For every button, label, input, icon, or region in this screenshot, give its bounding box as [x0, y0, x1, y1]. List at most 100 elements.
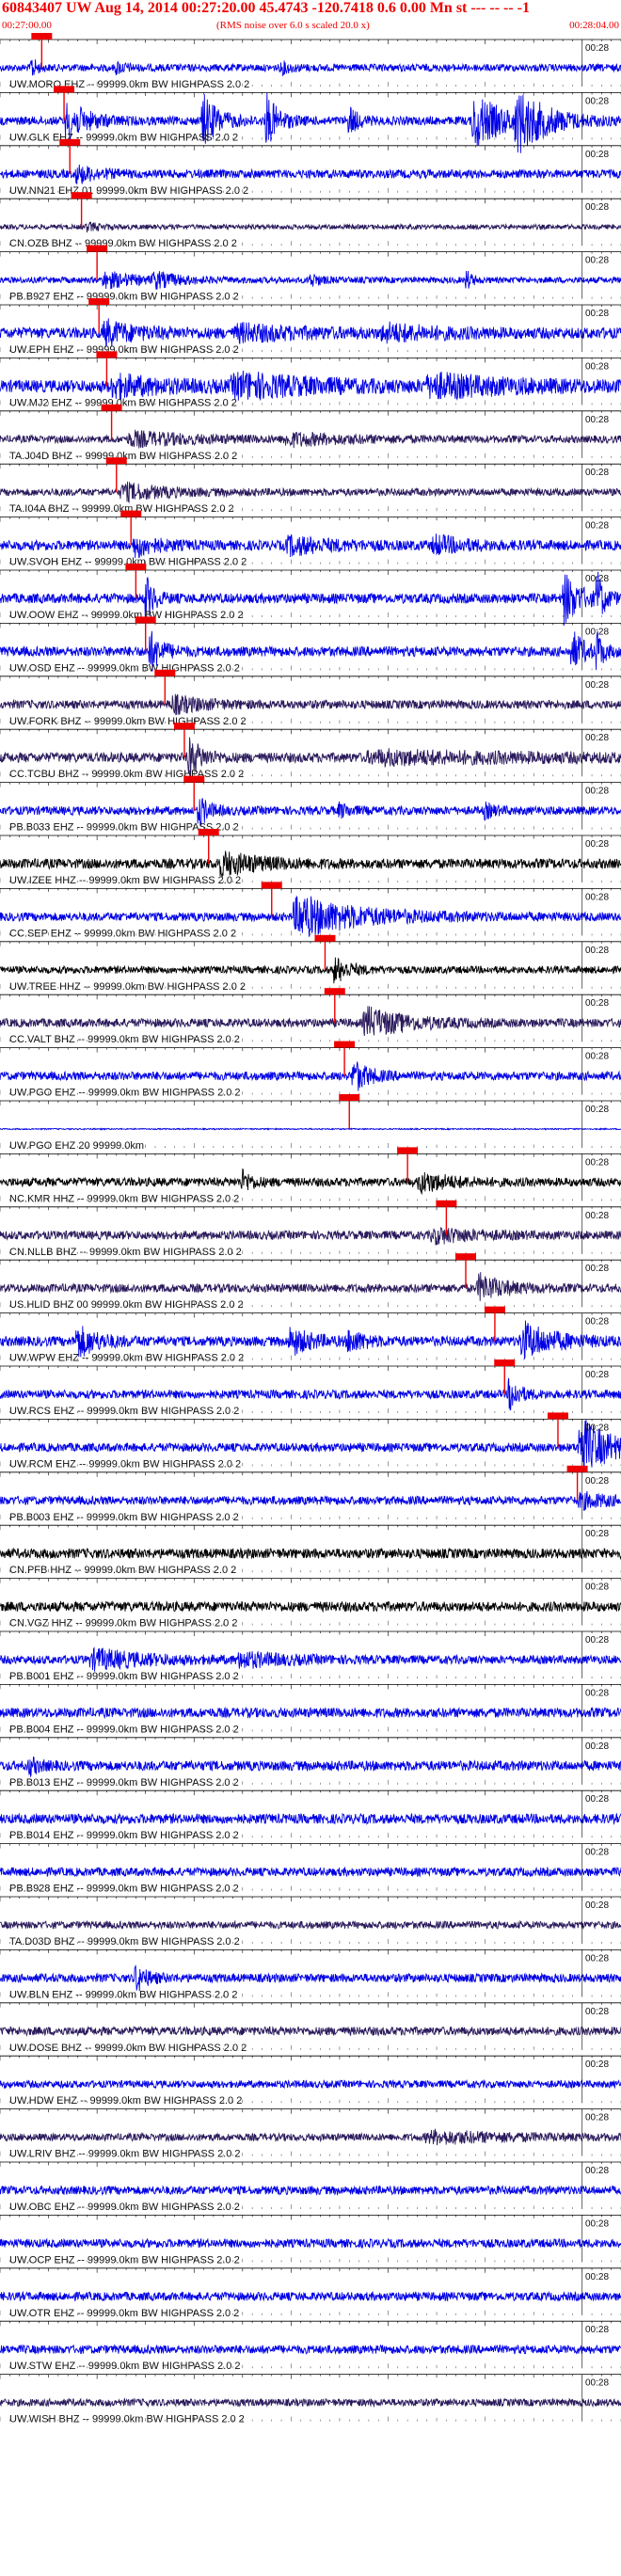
trace-label: UW.SVOH EHZ -- 99999.0km BW HIGHPASS 2.0… [9, 557, 247, 568]
pick-marker [566, 1465, 588, 1472]
time-label: 00:28 [585, 1052, 609, 1062]
trace-row: PB.B001 EHZ -- 99999.0km BW HIGHPASS 2.0… [0, 1630, 621, 1682]
waveform [0, 164, 621, 184]
pick-marker [125, 564, 147, 570]
time-label: 00:28 [585, 1370, 609, 1380]
time-label: 00:28 [585, 415, 609, 425]
waveform [0, 1812, 621, 1825]
trace-row: CC.SEP EHZ -- 99999.0km BW HIGHPASS 2.0 … [0, 882, 621, 939]
trace-label: UW.PGO EHZ -- 99999.0km BW HIGHPASS 2.0 … [9, 1088, 241, 1099]
trace-row: CN.OZB BHZ -- 99999.0km BW HIGHPASS 2.0 … [0, 192, 621, 249]
time-label: 00:28 [585, 96, 609, 106]
trace-label: UW.PGO EHZ 20 99999.0km [9, 1140, 144, 1152]
pick-marker [71, 192, 92, 199]
trace-label: UW.TREE HHZ -- 99999.0km BW HIGHPASS 2.0… [9, 981, 246, 993]
trace-label: PB.B013 EHZ -- 99999.0km BW HIGHPASS 2.0… [9, 1777, 239, 1789]
waveform [0, 1168, 621, 1195]
pick-marker [334, 1041, 356, 1048]
trace-row: PB.B004 EHZ -- 99999.0km BW HIGHPASS 2.0… [0, 1684, 621, 1735]
waveform [0, 693, 621, 716]
trace-row: UW.MJ2 EHZ -- 99999.0km BW HIGHPASS 2.0 … [0, 351, 621, 408]
trace-label: US.HLID BHZ 00 99999.0km BW HIGHPASS 2.0… [9, 1299, 244, 1311]
time-label: 00:28 [585, 1848, 609, 1858]
time-label: 00:28 [585, 892, 609, 902]
trace-row: US.HLID BHZ 00 99999.0km BW HIGHPASS 2.0… [0, 1253, 621, 1311]
pick-marker [87, 245, 108, 252]
time-label: 00:28 [585, 1582, 609, 1593]
waveform [0, 1706, 621, 1720]
pick-marker [96, 351, 118, 358]
trace-row: PB.B927 EHZ -- 99999.0km BW HIGHPASS 2.0… [0, 245, 621, 303]
pick-marker [198, 829, 219, 835]
time-label: 00:28 [585, 1741, 609, 1752]
time-label: 00:28 [585, 998, 609, 1009]
trace-label: UW.WPW EHZ -- 99999.0km BW HIGHPASS 2.0 … [9, 1353, 244, 1364]
time-label: 00:28 [585, 1317, 609, 1328]
time-label: 00:28 [585, 202, 609, 213]
time-label: 00:28 [585, 43, 609, 54]
trace-label: CC.SEP EHZ -- 99999.0km BW HIGHPASS 2.0 … [9, 928, 236, 939]
rms-note: (RMS noise over 6.0 s scaled 20.0 x) [216, 20, 370, 31]
pick-marker [135, 616, 156, 624]
trace-label: CC.VALT BHZ -- 99999.0km BW HIGHPASS 2.0… [9, 1034, 240, 1045]
waveform [0, 1377, 621, 1411]
waveform [0, 1919, 621, 1931]
waveform [0, 221, 621, 233]
waveform [0, 1061, 621, 1091]
waveform [0, 1646, 621, 1672]
trace-row: UW.BLN EHZ -- 99999.0km BW HIGHPASS 2.0 … [0, 1948, 621, 2000]
trace-label: CN.PFB HHZ -- 99999.0km BW HIGHPASS 2.0 … [9, 1565, 236, 1576]
pick-marker [324, 988, 345, 995]
trace-row: UW.NN21 EHZ 01 99999.0km BW HIGHPASS 2.0… [0, 138, 621, 197]
time-label: 00:28 [585, 1635, 609, 1646]
time-label: 00:28 [585, 1211, 609, 1221]
waveform [0, 1227, 621, 1246]
trace-row: PB.B033 EHZ -- 99999.0km BW HIGHPASS 2.0… [0, 775, 621, 834]
waveform [0, 1599, 621, 1614]
time-label: 00:28 [585, 1688, 609, 1698]
trace-row: TA.D03D BHZ -- 99999.0km BW HIGHPASS 2.0… [0, 1896, 621, 1948]
pick-marker [261, 882, 282, 889]
trace-row: CN.PFB HHZ -- 99999.0km BW HIGHPASS 2.0 … [0, 1524, 621, 1576]
pick-marker [120, 510, 142, 517]
time-label: 00:28 [585, 733, 609, 743]
time-label: 00:28 [585, 521, 609, 532]
trace-row: PB.B928 EHZ -- 99999.0km BW HIGHPASS 2.0… [0, 1843, 621, 1895]
trace-stack: UW.MORO EHZ -- 99999.0km BW HIGHPASS 2.0… [0, 33, 621, 2425]
trace-label: UW.OSD EHZ -- 99999.0km BW HIGHPASS 2.0 … [9, 662, 240, 674]
pick-marker [547, 1412, 568, 1420]
waveform [0, 1272, 621, 1301]
trace-label: UW.EPH EHZ -- 99999.0km BW HIGHPASS 2.0 … [9, 344, 239, 356]
trace-row: UW.FORK BHZ -- 99999.0km BW HIGHPASS 2.0… [0, 669, 621, 727]
plot-header: 60843407 UW Aug 14, 2014 00:27:20.00 45.… [0, 0, 621, 38]
pick-marker [494, 1360, 516, 1366]
trace-row: PB.B014 EHZ -- 99999.0km BW HIGHPASS 2.0… [0, 1789, 621, 1841]
trace-label: CN.NLLB BHZ -- 99999.0km BW HIGHPASS 2.0… [9, 1247, 242, 1258]
trace-row: PB.B013 EHZ -- 99999.0km BW HIGHPASS 2.0… [0, 1737, 621, 1789]
waveform [0, 59, 621, 77]
time-label: 00:28 [585, 680, 609, 691]
pick-marker [436, 1200, 457, 1207]
pick-marker [397, 1147, 419, 1154]
trace-row: UW.WPW EHZ -- 99999.0km BW HIGHPASS 2.0 … [0, 1306, 621, 1364]
time-label: 00:28 [585, 1900, 609, 1911]
trace-row: CN.NLLB BHZ -- 99999.0km BW HIGHPASS 2.0… [0, 1200, 621, 1258]
pick-marker [59, 138, 81, 146]
trace-label: PB.B014 EHZ -- 99999.0km BW HIGHPASS 2.0… [9, 1830, 239, 1841]
trace-label: UW.IZEE HHZ -- 99999.0km BW HIGHPASS 2.0… [9, 875, 241, 886]
trace-label: UW.OOW EHZ -- 99999.0km BW HIGHPASS 2.0 … [9, 610, 244, 621]
trace-label: UW.RCM EHZ -- 99999.0km BW HIGHPASS 2.0 … [9, 1458, 241, 1470]
trace-label: PB.B004 EHZ -- 99999.0km BW HIGHPASS 2.0… [9, 1724, 239, 1735]
waveform [0, 1006, 621, 1037]
waveform [0, 1127, 621, 1131]
waveform [0, 1756, 621, 1778]
time-label: 00:28 [585, 256, 609, 266]
trace-row: CC.TCBU BHZ -- 99999.0km BW HIGHPASS 2.0… [0, 723, 621, 780]
trace-row: UW.RCM EHZ -- 99999.0km BW HIGHPASS 2.0 … [0, 1412, 621, 1470]
waveform [0, 270, 621, 290]
trace-row: UW.OOW EHZ -- 99999.0km BW HIGHPASS 2.0 … [0, 564, 621, 626]
trace-row: UW.MORO EHZ -- 99999.0km BW HIGHPASS 2.0… [0, 33, 621, 90]
trace-row: UW.EPH EHZ -- 99999.0km BW HIGHPASS 2.0 … [0, 298, 621, 356]
time-label: 00:28 [585, 150, 609, 160]
pick-marker [339, 1094, 360, 1101]
